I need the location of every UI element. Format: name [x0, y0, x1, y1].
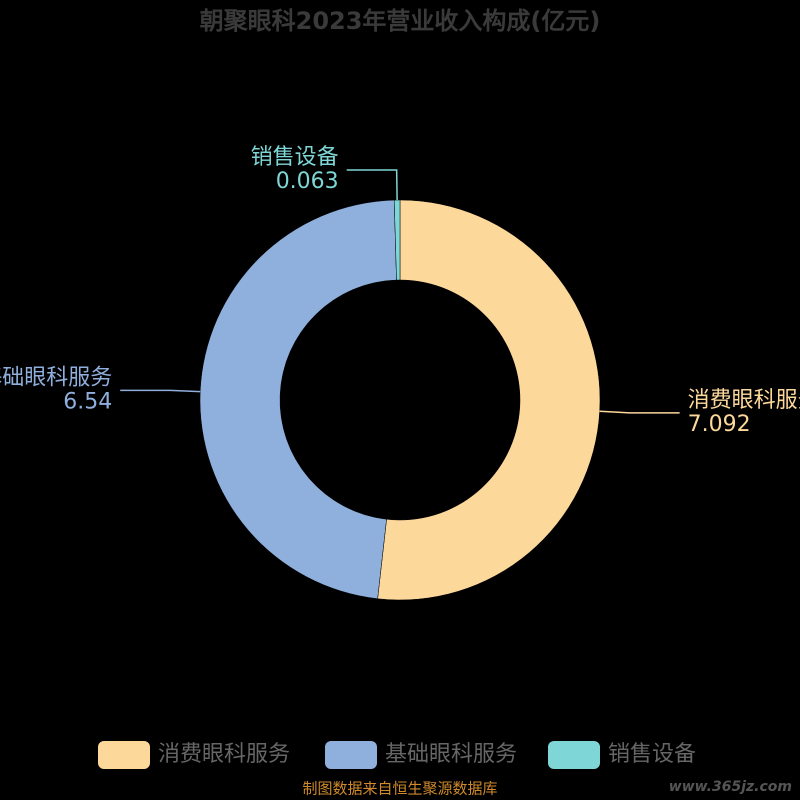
- legend-label: 销售设备: [608, 742, 696, 767]
- legend-label: 基础眼科服务: [385, 742, 517, 767]
- slice-label: 消费眼科服务: [688, 388, 800, 413]
- leader-line: [346, 169, 398, 201]
- leader-line: [120, 389, 201, 393]
- donut-segment: [393, 199, 401, 281]
- chart-title: 朝聚眼科2023年营业收入构成(亿元): [200, 7, 601, 35]
- slice-value: 6.54: [63, 389, 112, 414]
- slice-label: 销售设备: [251, 145, 339, 170]
- source-note: 制图数据来自恒生聚源数据库: [302, 780, 497, 798]
- slice-value: 0.063: [276, 169, 339, 194]
- legend-label: 消费眼科服务: [158, 742, 290, 767]
- donut-segment: [199, 199, 397, 600]
- legend-swatch: [98, 741, 150, 769]
- leader-line: [599, 410, 680, 414]
- legend-swatch: [548, 741, 600, 769]
- slice-label: 基础眼科服务: [0, 365, 112, 390]
- watermark: www.365jz.com: [669, 779, 792, 795]
- slice-value: 7.092: [688, 412, 751, 437]
- donut-segment: [377, 199, 601, 601]
- legend-swatch: [325, 741, 377, 769]
